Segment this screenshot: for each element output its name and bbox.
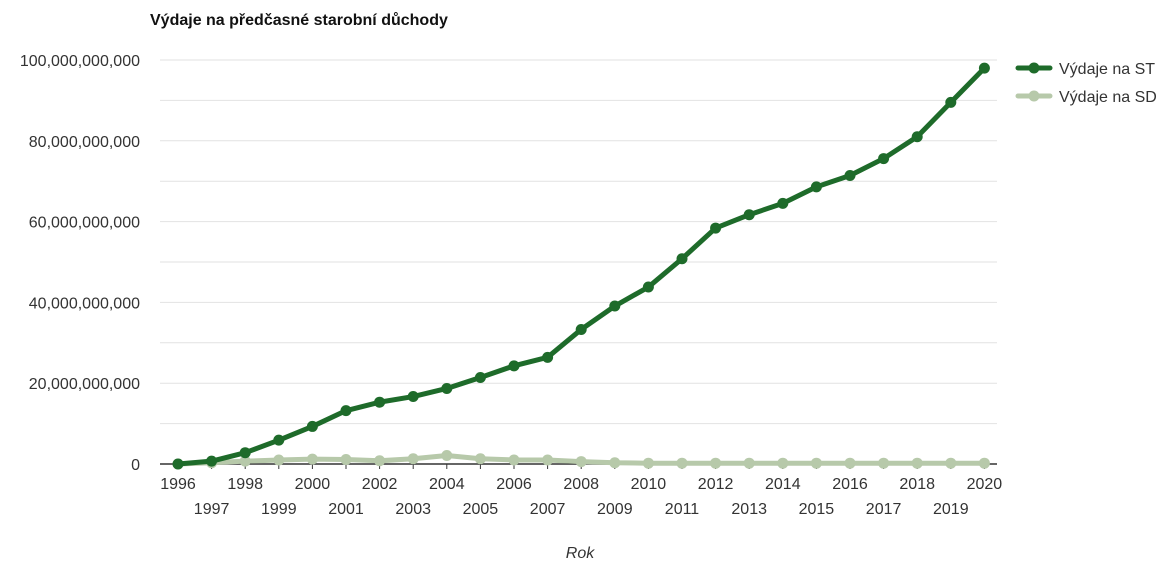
x-tick-label: 2001 (328, 501, 364, 518)
data-point (407, 391, 419, 403)
y-tick-label: 40,000,000,000 (29, 295, 140, 312)
series-line (175, 65, 987, 467)
data-point (306, 453, 318, 465)
data-point (273, 454, 285, 466)
x-tick-label: 2015 (799, 501, 835, 518)
x-tick-label: 1996 (160, 476, 196, 493)
data-point (508, 360, 520, 372)
data-point (878, 457, 890, 469)
series-group (172, 62, 990, 470)
data-point (206, 455, 218, 467)
x-tick-label: 2006 (496, 476, 532, 493)
data-point (340, 454, 352, 466)
data-point (777, 457, 789, 469)
y-tick-label: 100,000,000,000 (20, 53, 140, 70)
x-axis-title: Rok (566, 545, 595, 562)
data-point (441, 382, 453, 394)
data-point (374, 396, 386, 408)
data-point (676, 457, 688, 469)
x-tick-label: 2005 (463, 501, 499, 518)
data-point (676, 253, 688, 265)
legend-swatch-marker (1028, 90, 1040, 102)
x-tick-label: 2020 (967, 476, 1003, 493)
data-point (911, 457, 923, 469)
data-point (575, 323, 587, 335)
data-point (844, 170, 856, 182)
legend-item-sd: Výdaje na SD (1015, 89, 1157, 106)
gridlines (160, 59, 997, 425)
legend-swatch-marker (1028, 62, 1040, 74)
data-point (878, 153, 890, 165)
data-point (340, 405, 352, 417)
data-point (743, 209, 755, 221)
x-tick-label: 2019 (933, 501, 969, 518)
x-tick-label: 1997 (194, 501, 230, 518)
x-tick-label: 1999 (261, 501, 297, 518)
data-point (239, 455, 251, 467)
x-tick-label: 2012 (698, 476, 734, 493)
data-point (710, 222, 722, 234)
chart-title: Výdaje na předčasné starobní důchody (150, 12, 448, 29)
series-st (172, 62, 990, 470)
data-point (710, 457, 722, 469)
x-tick-label: 2018 (899, 476, 935, 493)
data-point (575, 456, 587, 468)
data-point (609, 457, 621, 469)
data-point (273, 434, 285, 446)
legend-label: Výdaje na ST (1059, 61, 1155, 78)
y-axis-ticks: 0 20,000,000,000 40,000,000,000 60,000,000,… (20, 53, 140, 474)
y-tick-label: 60,000,000,000 (29, 215, 140, 232)
data-point (609, 300, 621, 312)
data-point (239, 447, 251, 459)
series-sd (172, 450, 990, 470)
data-point (474, 453, 486, 465)
x-tick-label: 2010 (631, 476, 667, 493)
x-tick-label: 2013 (731, 501, 767, 518)
data-point (945, 96, 957, 108)
data-point (642, 281, 654, 293)
data-point (542, 351, 554, 363)
data-point (374, 455, 386, 467)
data-point (777, 197, 789, 209)
data-point (810, 181, 822, 193)
data-point (743, 457, 755, 469)
data-point (441, 450, 453, 462)
x-tick-label: 2008 (563, 476, 599, 493)
data-point (978, 62, 990, 74)
data-point (306, 420, 318, 432)
x-tick-label: 2003 (395, 501, 431, 518)
x-tick-label: 1998 (227, 476, 263, 493)
data-point (407, 453, 419, 465)
data-point (642, 457, 654, 469)
x-tick-label: 2016 (832, 476, 868, 493)
x-tick-label: 2014 (765, 476, 801, 493)
data-point (810, 457, 822, 469)
y-tick-label: 20,000,000,000 (29, 376, 140, 393)
x-tick-label: 2004 (429, 476, 465, 493)
x-tick-label: 2000 (295, 476, 331, 493)
x-axis-ticks: 1996 1997 1998 1999 2000 2001 2002 2003 2004 2005… (160, 464, 1002, 518)
data-point (911, 131, 923, 143)
legend-item-st: Výdaje na ST (1015, 61, 1155, 78)
legend: Výdaje na ST Výdaje na SD (1015, 61, 1157, 106)
y-tick-label: 0 (131, 457, 140, 474)
x-tick-label: 2017 (866, 501, 902, 518)
data-point (945, 457, 957, 469)
data-point (542, 454, 554, 466)
x-tick-label: 2009 (597, 501, 633, 518)
y-tick-label: 80,000,000,000 (29, 134, 140, 151)
data-point (508, 454, 520, 466)
x-tick-label: 2011 (665, 501, 700, 518)
data-point (474, 372, 486, 384)
data-point (844, 457, 856, 469)
x-tick-label: 2007 (530, 501, 566, 518)
x-tick-label: 2002 (362, 476, 398, 493)
legend-label: Výdaje na SD (1059, 89, 1157, 106)
data-point (172, 458, 184, 470)
data-point (978, 457, 990, 469)
